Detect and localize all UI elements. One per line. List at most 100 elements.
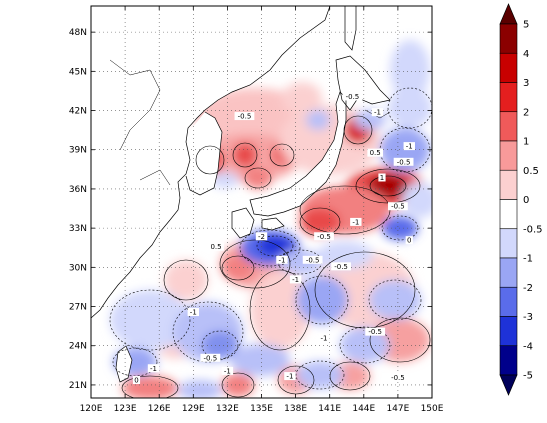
contour-label-bg xyxy=(234,112,255,121)
lon-tick-label: 150E xyxy=(421,404,444,414)
contour-label: -0.5 xyxy=(306,256,320,264)
contour-label: -1 xyxy=(278,256,285,264)
lon-tick-label: 138E xyxy=(284,404,307,414)
colorbar-segment xyxy=(499,199,518,230)
colorbar-label: -5 xyxy=(523,371,533,382)
colorbar-label: 1 xyxy=(523,137,529,148)
lat-tick-label: 24N xyxy=(69,342,87,352)
contour-label-bg xyxy=(342,92,363,101)
colorbar-segment xyxy=(499,52,518,83)
contour-label: -1 xyxy=(352,218,359,226)
contour-label-bg xyxy=(314,232,334,241)
colorbar-label: -4 xyxy=(523,341,533,352)
contour-label: -1 xyxy=(190,309,197,317)
lat-tick-label: 48N xyxy=(69,28,87,38)
contour-label: 0.5 xyxy=(370,149,381,157)
lon-tick-label: 144E xyxy=(352,404,375,414)
contour-label-bg xyxy=(405,236,413,245)
contour-label-bg xyxy=(331,262,351,271)
colorbar-segment xyxy=(499,140,518,171)
contour-label-bg xyxy=(388,373,408,382)
lon-tick-label: 135E xyxy=(250,404,273,414)
colorbar-segment xyxy=(499,257,518,288)
colorbar-label: -1 xyxy=(523,254,533,265)
lon-tick-label: 141E xyxy=(318,404,341,414)
colorbar-segment xyxy=(499,111,518,142)
lat-tick-label: 42N xyxy=(69,107,87,117)
colorbar-label: 0.5 xyxy=(523,166,539,177)
lon-tick-label: 129E xyxy=(182,404,205,414)
colorbar-label: -3 xyxy=(523,312,533,323)
colorbar-label: 4 xyxy=(523,49,529,60)
longitude-axis: 120E 123E 126E 129E 132E 135E 138E 141E 144E 147E… xyxy=(80,6,444,414)
contour-label: -1 xyxy=(374,109,381,117)
lat-tick-label: 27N xyxy=(69,303,87,313)
contour-label-bg xyxy=(367,148,383,157)
latitude-axis: 21N 24N 27N 30N 33N 36N 39N 42N 45N 48N xyxy=(69,28,432,391)
colorbar-segment xyxy=(499,286,518,317)
contour-label-bg xyxy=(255,232,268,241)
contour-label-bg xyxy=(318,334,330,343)
colorbar-segment xyxy=(499,228,518,259)
colorbar-label: -2 xyxy=(523,283,533,294)
colorbar-segment xyxy=(499,82,518,113)
contour-label: -0.5 xyxy=(391,374,405,382)
map-plot-area: -0.5-0.5-10.5-0.5-11-0.50-1-0.5-2-1 -0.5-… xyxy=(91,6,432,398)
lat-tick-label: 36N xyxy=(69,185,87,195)
contour-labels: -0.5-0.5-10.5-0.5-11-0.50-1-0.5-2-1 -0.5-… xyxy=(132,92,415,385)
colorbar-label: 0 xyxy=(523,195,529,206)
lon-tick-label: 126E xyxy=(148,404,171,414)
contour-label-bg xyxy=(371,108,384,117)
contour-label-bg xyxy=(393,157,414,166)
contour-label-bg xyxy=(365,327,386,336)
contour-label-bg xyxy=(208,242,224,251)
contour-label: -1 xyxy=(224,367,231,375)
lat-tick-label: 45N xyxy=(69,67,87,77)
colorbar-segment xyxy=(499,316,518,347)
contour-label: -2 xyxy=(258,233,265,241)
colorbar-label: 2 xyxy=(523,107,529,118)
colorbar: 5 4 3 2 1 0.5 0 -0.5 -1 -2 -3 -4 -5 xyxy=(499,3,543,396)
lon-tick-label: 132E xyxy=(216,404,239,414)
contour-label-bg xyxy=(378,173,386,182)
contour-label: -1 xyxy=(321,335,328,343)
lat-tick-label: 21N xyxy=(69,381,87,391)
lat-tick-label: 39N xyxy=(69,146,87,156)
contour-label-bg xyxy=(284,372,296,381)
contour-label: -0.5 xyxy=(391,203,405,211)
contour-label: -0.5 xyxy=(346,93,360,101)
colorbar-segment xyxy=(499,169,518,200)
contour-label: -0.5 xyxy=(317,233,331,241)
colorbar-label: -0.5 xyxy=(523,224,543,235)
contour-label: -1 xyxy=(286,373,293,381)
colorbar-label: 3 xyxy=(523,78,529,89)
contour-label: -1 xyxy=(406,143,413,151)
lat-tick-label: 33N xyxy=(69,224,87,234)
coastlines xyxy=(91,6,391,383)
contour-label-bg xyxy=(350,217,362,226)
lon-tick-label: 123E xyxy=(114,404,137,414)
contour-label: -0.5 xyxy=(397,158,411,166)
contour-label: 0 xyxy=(134,377,138,385)
contour-label-bg xyxy=(221,366,234,375)
lat-tick-label: 30N xyxy=(69,263,87,273)
contour-label: 0.5 xyxy=(210,243,221,251)
graticule xyxy=(91,6,432,398)
colorbar-bottom-arrow xyxy=(499,374,518,396)
contour-label: -0.5 xyxy=(238,113,252,121)
colorbar-top-arrow xyxy=(499,3,518,25)
lon-tick-label: 120E xyxy=(80,404,103,414)
colorbar-segment xyxy=(499,345,518,376)
contour-label-bg xyxy=(302,255,323,264)
contour-label-bg xyxy=(147,364,160,373)
contour-label-bg xyxy=(403,142,415,151)
contour-label-bg xyxy=(132,376,141,385)
contour-label: -0.5 xyxy=(334,263,348,271)
lon-tick-label: 147E xyxy=(386,404,409,414)
colorbar-label: 5 xyxy=(523,20,529,31)
contour-label: -0.5 xyxy=(204,354,218,362)
colorbar-segment xyxy=(499,23,518,54)
anomaly-field xyxy=(110,40,432,398)
contour-label: 0 xyxy=(407,237,411,245)
